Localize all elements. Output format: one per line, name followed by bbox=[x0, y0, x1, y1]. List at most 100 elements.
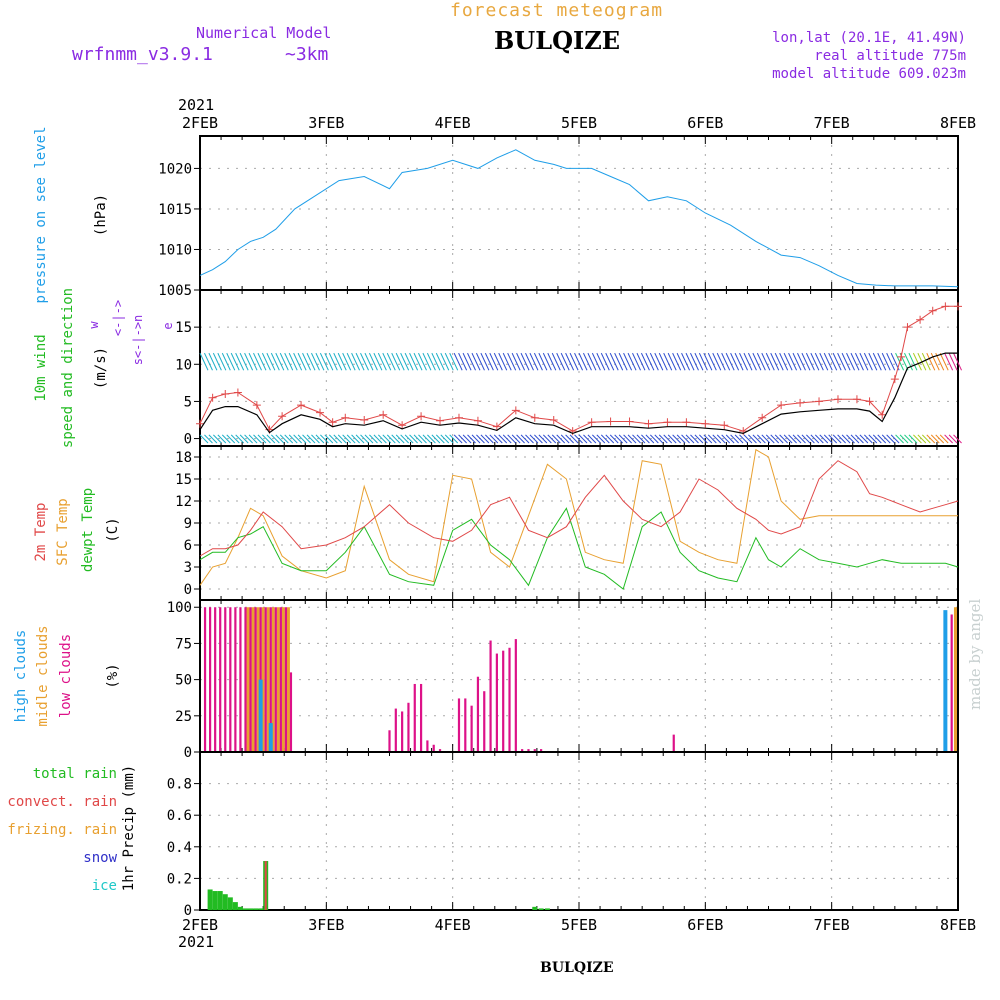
temperature-label-dewpt: dewpt Temp bbox=[80, 488, 96, 572]
clouds-high-bar bbox=[258, 679, 263, 752]
wind-gust-marker bbox=[221, 390, 230, 398]
wind-direction-stick bbox=[658, 352, 668, 371]
wind-direction-stick bbox=[284, 434, 294, 444]
wind-direction-stick bbox=[908, 434, 918, 444]
wind-direction-stick bbox=[284, 352, 294, 371]
precip-total-bar bbox=[222, 894, 228, 910]
wind-direction-stick bbox=[939, 352, 949, 371]
wind-direction-stick bbox=[212, 352, 222, 371]
wind-direction-stick bbox=[721, 352, 731, 371]
wind-direction-stick bbox=[226, 352, 236, 371]
clouds-tick-label: 100 bbox=[167, 600, 192, 616]
wind-gust-marker bbox=[701, 419, 710, 428]
wind-direction-stick bbox=[288, 352, 298, 371]
wind-direction-stick bbox=[725, 434, 735, 444]
clouds-low-bar bbox=[521, 749, 524, 752]
wind-gust-marker bbox=[606, 417, 615, 426]
wind-gust-marker bbox=[777, 401, 786, 410]
clouds-tick-label: 0 bbox=[184, 745, 192, 761]
clouds-middle-bar bbox=[271, 607, 275, 752]
wind-direction-stick bbox=[382, 434, 392, 444]
wind-direction-stick bbox=[498, 434, 508, 444]
temperature-label-sfc: SFC Temp bbox=[55, 498, 71, 565]
wind-gust-marker bbox=[398, 421, 407, 430]
wind-gust-marker bbox=[941, 302, 950, 311]
wind-direction-stick bbox=[368, 352, 378, 371]
model-resolution: ~3km bbox=[285, 44, 329, 65]
date-label-top: 7FEB bbox=[814, 114, 850, 132]
wind-direction-stick bbox=[516, 434, 525, 444]
temperature-tick-label: 12 bbox=[175, 494, 192, 510]
wind-gust-marker bbox=[928, 306, 937, 315]
temperature-tick-label: 3 bbox=[184, 560, 192, 576]
wind-direction-stick bbox=[462, 352, 472, 371]
wind-direction-stick bbox=[235, 352, 245, 371]
clouds-low-bar bbox=[457, 698, 461, 752]
wind-gust-marker bbox=[454, 413, 463, 422]
wind-direction-stick bbox=[921, 352, 931, 371]
wind-direction-stick bbox=[319, 352, 329, 371]
clouds-low-bar bbox=[219, 607, 222, 752]
precip-convective-bar bbox=[264, 861, 267, 910]
precip-total-bar bbox=[538, 908, 544, 910]
wind-direction-stick bbox=[337, 434, 347, 444]
wind-direction-stick bbox=[547, 434, 557, 444]
clouds-middle-bar bbox=[286, 607, 290, 752]
clouds-low-bar bbox=[269, 607, 272, 752]
wind-key-e: e bbox=[161, 322, 175, 329]
wind-direction-stick bbox=[921, 434, 931, 444]
wind-direction-stick bbox=[360, 434, 369, 444]
wind-direction-stick bbox=[244, 352, 254, 371]
wind-gust-marker bbox=[815, 397, 824, 406]
wind-direction-stick bbox=[805, 352, 815, 371]
wind-direction-stick bbox=[556, 352, 566, 371]
clouds-middle-bar bbox=[251, 607, 255, 752]
wind-direction-stick bbox=[752, 352, 762, 371]
wind-direction-stick bbox=[627, 352, 637, 371]
wind-direction-stick bbox=[654, 352, 664, 371]
wind-direction-stick bbox=[502, 434, 512, 444]
year-label-top: 2021 bbox=[178, 96, 214, 114]
temperature-tick-label: 0 bbox=[184, 582, 192, 598]
clouds-low-bar bbox=[419, 683, 423, 752]
wind-direction-stick bbox=[525, 434, 534, 444]
wind-direction-stick bbox=[841, 434, 851, 444]
wind-direction-stick bbox=[449, 434, 459, 444]
date-label-bottom: 3FEB bbox=[308, 916, 344, 934]
wind-direction-stick bbox=[369, 434, 378, 444]
wind-direction-stick bbox=[676, 434, 686, 444]
wind-direction-stick bbox=[587, 352, 597, 371]
wind-direction-stick bbox=[859, 352, 869, 371]
wind-direction-stick bbox=[297, 352, 307, 371]
wind-direction-stick bbox=[516, 352, 526, 371]
precip-total-bar bbox=[237, 906, 243, 910]
wind-direction-stick bbox=[712, 434, 722, 444]
wind-direction-stick bbox=[658, 434, 668, 444]
wind-direction-stick bbox=[208, 434, 218, 444]
wind-direction-stick bbox=[266, 434, 276, 444]
wind-direction-stick bbox=[872, 434, 882, 444]
wind-direction-stick bbox=[707, 352, 717, 371]
wind-direction-stick bbox=[538, 352, 548, 371]
model-label: Numerical Model bbox=[196, 24, 332, 42]
wind-direction-stick bbox=[823, 434, 833, 444]
wind-direction-stick bbox=[926, 352, 936, 371]
clouds-low-bar bbox=[483, 691, 486, 752]
wind-direction-stick bbox=[748, 434, 757, 444]
wind-direction-stick bbox=[881, 352, 891, 371]
clouds-low-bar bbox=[413, 683, 416, 752]
wind-direction-stick bbox=[449, 352, 459, 371]
wind-direction-stick bbox=[614, 352, 624, 371]
wind-direction-stick bbox=[574, 434, 583, 444]
precip-ylabel: 1hr Precip (mm) bbox=[121, 765, 137, 891]
wind-direction-stick bbox=[324, 352, 334, 371]
clouds-low-bar bbox=[533, 749, 536, 752]
wind-direction-stick bbox=[707, 434, 717, 444]
pressure-tick-label: 1005 bbox=[158, 283, 192, 299]
wind-direction-stick bbox=[930, 434, 940, 444]
wind-direction-stick bbox=[498, 352, 508, 371]
wind-direction-stick bbox=[275, 352, 285, 371]
wind-direction-stick bbox=[373, 352, 383, 371]
wind-direction-stick bbox=[444, 434, 454, 444]
wind-direction-stick bbox=[507, 352, 517, 371]
